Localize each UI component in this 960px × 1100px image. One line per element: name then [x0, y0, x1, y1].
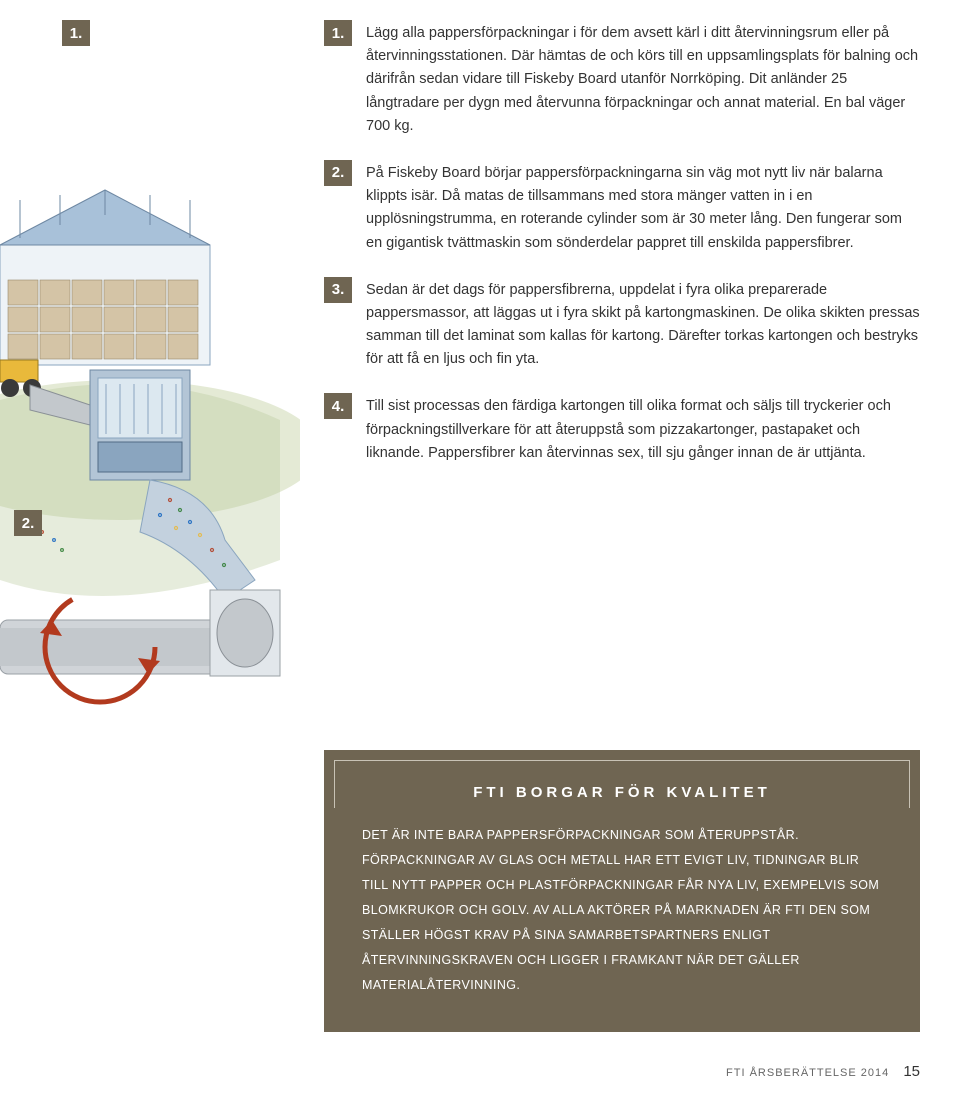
quality-body: DET ÄR INTE BARA PAPPERSFÖRPACKNINGAR SO… — [362, 823, 882, 998]
step-text-3: Sedan är det dags för pappersfibrerna, u… — [366, 277, 920, 372]
step-text-4: Till sist processas den färdiga kartonge… — [366, 393, 920, 465]
illustration-badge-2: 2. — [14, 510, 42, 536]
footer-label: FTI ÅRSBERÄTTELSE 2014 — [726, 1067, 889, 1079]
quality-title: FTI BORGAR FÖR KVALITET — [362, 784, 882, 801]
step-badge-3-num: 3. — [332, 281, 345, 298]
step-badge-2: 2. — [324, 160, 352, 186]
step-text-1: Lägg alla pappersförpackningar i för dem… — [366, 20, 920, 138]
page-layout: 1. 2. 1. Lägg alla pappersförpackningar … — [0, 0, 960, 720]
illustration-badge-1: 1. — [62, 20, 90, 46]
text-column: 1. Lägg alla pappersförpackningar i för … — [324, 20, 920, 720]
step-badge-4-num: 4. — [332, 398, 345, 415]
page-number: 15 — [903, 1063, 920, 1080]
recycling-illustration — [0, 20, 300, 720]
step-badge-1: 1. — [324, 20, 352, 46]
step-badge-4: 4. — [324, 393, 352, 419]
quality-box: FTI BORGAR FÖR KVALITET DET ÄR INTE BARA… — [324, 750, 920, 1032]
step-text-2: På Fiskeby Board börjar pappersförpackni… — [366, 160, 920, 255]
illustration-badge-1-label: 1. — [70, 25, 83, 42]
illustration-column: 1. 2. — [0, 20, 300, 720]
step-badge-3: 3. — [324, 277, 352, 303]
illustration-badge-2-label: 2. — [22, 515, 35, 532]
step-item: 4. Till sist processas den färdiga karto… — [324, 393, 920, 465]
step-badge-2-num: 2. — [332, 164, 345, 181]
step-item: 1. Lägg alla pappersförpackningar i för … — [324, 20, 920, 138]
step-item: 2. På Fiskeby Board börjar pappersförpac… — [324, 160, 920, 255]
step-item: 3. Sedan är det dags för pappersfibrerna… — [324, 277, 920, 372]
step-badge-1-num: 1. — [332, 25, 345, 42]
page-footer: FTI ÅRSBERÄTTELSE 2014 15 — [726, 1063, 920, 1080]
